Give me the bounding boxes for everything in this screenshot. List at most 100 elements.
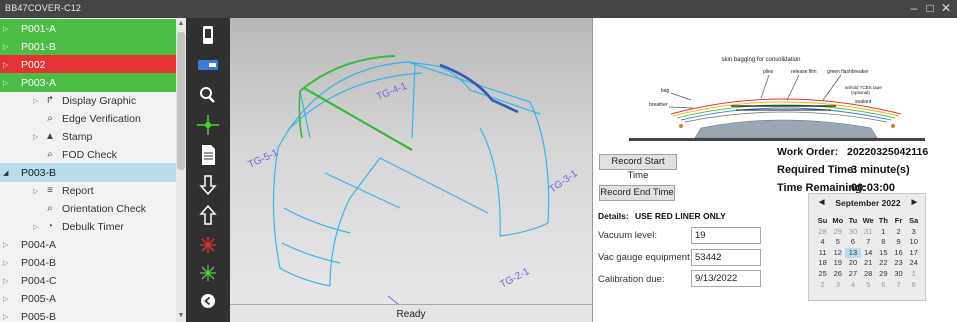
record-start-button[interactable]: Record Start Time [599,154,677,181]
tree-item[interactable]: ▷ ≡ Report [0,181,176,200]
calendar-day[interactable]: 9 [896,237,901,247]
arrow-down-icon[interactable] [194,174,222,196]
calendar-day[interactable]: 17 [909,247,918,257]
expand-toggle-icon[interactable]: ▷ [3,295,9,303]
expand-toggle-icon[interactable]: ▷ [3,79,9,87]
device-icon[interactable] [194,24,222,46]
calendar-day[interactable]: 26 [833,268,842,278]
expand-toggle-icon[interactable]: ◢ [3,169,9,177]
calendar-day[interactable]: 8 [911,279,916,289]
tree-item[interactable]: ▷ P002 [0,55,176,74]
calendar-day[interactable]: 21 [863,258,873,268]
calendar-day[interactable]: 22 [879,258,888,268]
tree-item[interactable]: ▷ ↱ Display Graphic [0,91,176,110]
calendar-day[interactable]: 6 [881,279,886,289]
document-icon[interactable] [194,144,222,166]
calibration-due-field[interactable]: 9/13/2022 [691,270,761,287]
tree-item[interactable]: ⌕ Edge Verification [0,109,176,128]
calendar-day[interactable]: 4 [850,279,856,289]
vacuum-level-field[interactable]: 19 [691,227,761,244]
calendar-day[interactable]: 7 [866,237,871,247]
calendar-day[interactable]: 31 [863,226,873,236]
laser-green-icon[interactable] [194,262,222,284]
3d-viewport[interactable]: TG-4-1 TG-5-1 TG-3-1 TG-2-1 [230,18,592,304]
calendar-day[interactable]: 15 [879,247,888,257]
expand-toggle-icon[interactable]: ▷ [3,25,9,33]
calendar-day[interactable]: 30 [894,268,903,278]
calendar-day[interactable]: 27 [848,268,858,278]
gauge-equipment-field[interactable]: 53442 [691,249,761,266]
diagram-label-sealant: sealant [855,99,872,105]
calendar-day[interactable]: 2 [896,226,901,236]
tree-item[interactable]: ▷ ◔ Debulk Timer [0,217,176,236]
calendar-day[interactable]: 4 [820,237,825,247]
tree-item[interactable]: ⌕ FOD Check [0,145,176,164]
scroll-up-icon[interactable]: ▲ [177,20,185,27]
tree-item[interactable]: ▷ P005-A [0,289,176,308]
expand-toggle-icon[interactable]: ▷ [3,313,9,321]
tree-item[interactable]: ▷ P004-A [0,235,176,254]
calendar-day[interactable]: 5 [866,279,871,289]
back-icon[interactable] [194,290,222,312]
calendar-day[interactable]: 12 [833,247,842,257]
calendar-day[interactable]: 1 [881,226,886,236]
calendar-day[interactable]: 29 [833,226,842,236]
calendar-day[interactable]: 30 [848,226,858,236]
calendar-day[interactable]: 5 [835,237,840,247]
zoom-icon[interactable] [194,84,222,106]
expand-toggle-icon[interactable]: ▷ [33,97,39,105]
calendar-day[interactable]: 11 [818,247,827,257]
expand-toggle-icon[interactable]: ▷ [33,223,39,231]
expand-toggle-icon[interactable]: ▷ [3,241,9,249]
calendar-day[interactable]: 23 [894,258,903,268]
calendar-day[interactable]: 3 [835,279,840,289]
prev-month-icon[interactable]: ◀ [819,199,825,206]
laser-red-icon[interactable] [194,234,222,256]
scroll-down-icon[interactable]: ▼ [177,312,185,319]
expand-toggle-icon[interactable]: ▷ [33,187,39,195]
calendar-day[interactable]: 29 [879,268,888,278]
tree-item[interactable]: ▷ P003-A [0,73,176,92]
calendar-day[interactable]: 14 [863,247,873,257]
calendar-day[interactable]: 25 [818,268,827,278]
calendar-day[interactable]: 10 [909,237,918,247]
calendar-day[interactable]: 13 [845,247,861,259]
expand-toggle-icon[interactable]: ▷ [33,133,39,141]
tree-scrollbar[interactable]: ▲ ▼ [176,18,186,322]
tree-item[interactable]: ⌕ Orientation Check [0,199,176,218]
calendar-day[interactable]: 8 [881,237,886,247]
calendar-day[interactable]: 20 [848,258,858,268]
expand-toggle-icon[interactable]: ▷ [3,61,9,69]
calendar-day[interactable]: 28 [818,226,827,236]
calendar-day[interactable]: 3 [911,226,916,236]
tree-item[interactable]: ▷ P004-B [0,253,176,272]
calendar-day[interactable]: 28 [863,268,873,278]
tree-item[interactable]: ▷ ▲ Stamp [0,127,176,146]
calendar-day[interactable]: 24 [909,258,918,268]
tree-item[interactable]: ▷ P005-B [0,307,176,322]
screen-icon[interactable] [194,54,222,76]
tree-item[interactable]: ▷ P004-C [0,271,176,290]
tree-item[interactable]: ▷ P001-B [0,37,176,56]
scroll-thumb[interactable] [177,32,185,170]
calendar-day[interactable]: 1 [911,268,916,278]
calendar-day[interactable]: 19 [833,258,842,268]
calendar-day[interactable]: 2 [820,279,825,289]
calendar-day[interactable]: 18 [818,258,827,268]
tree-item[interactable]: ▷ P001-A [0,19,176,38]
expand-toggle-icon[interactable]: ▷ [3,43,9,51]
record-end-button[interactable]: Record End Time [599,185,675,201]
calendar-day[interactable]: 16 [894,247,903,257]
calendar-day[interactable]: 7 [896,279,901,289]
crosshair-icon[interactable] [194,114,222,136]
close-icon[interactable]: ✕ [941,1,952,15]
tree-item[interactable]: ◢ P003-B [0,163,176,182]
weekday-label: Mo [832,216,844,225]
expand-toggle-icon[interactable]: ▷ [3,259,9,267]
minimize-icon[interactable]: – [910,1,918,15]
calendar-day[interactable]: 6 [850,237,856,247]
arrow-up-icon[interactable] [194,204,222,226]
expand-toggle-icon[interactable]: ▷ [3,277,9,285]
next-month-icon[interactable]: ▶ [911,199,917,206]
maximize-icon[interactable]: □ [926,1,934,15]
